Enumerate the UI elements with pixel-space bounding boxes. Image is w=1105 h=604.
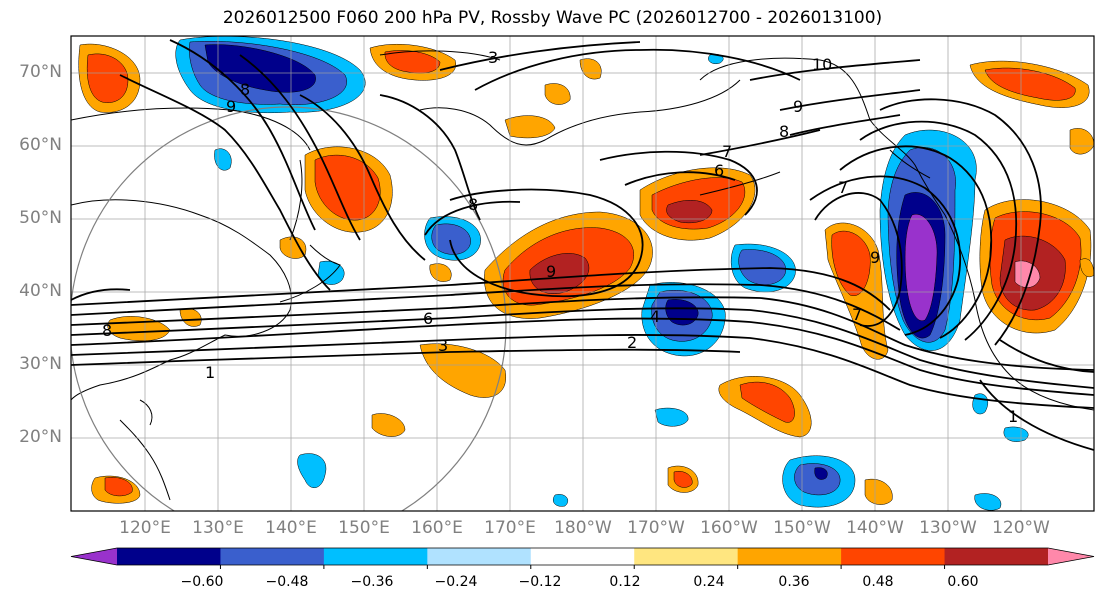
lon-label: 120°E [119,518,171,538]
lon-label: 140°W [846,518,904,538]
map-plot-area: 3 10 9 8 9 9 7 6 7 8 9 8 6 4 2 3 1 8 7 1 [71,36,1094,511]
contour-label: 9 [870,248,880,267]
lon-label: 120°W [992,518,1050,538]
map-frame [70,35,1095,512]
lon-label: 180°W [554,518,612,538]
colorbar-segment [530,548,635,565]
lat-label: 60°N [19,135,62,155]
lon-label: 150°W [773,518,831,538]
lon-label: 160°W [700,518,758,538]
contour-label: 9 [546,262,556,281]
contour-label: 8 [240,80,250,99]
contour-label: 7 [838,178,848,197]
colorbar-segment [220,548,325,565]
lat-label: 50°N [19,208,62,228]
lon-label: 150°E [338,518,390,538]
colorbar [70,547,1095,569]
colorbar-segment [117,548,221,565]
colorbar-tick-label: 0.24 [693,574,725,590]
colorbar-tick-label: 0.48 [862,574,894,590]
contour-label: 3 [438,336,448,355]
contour-label: 8 [468,195,478,214]
colorbar-segment [841,548,946,565]
lon-label: 140°E [265,518,317,538]
colorbar-tick-label: −0.12 [518,574,562,590]
contour-label: 1 [205,363,215,382]
contour-label: 2 [627,333,637,352]
colorbar-tick-label: −0.60 [180,574,224,590]
lat-label: 40°N [19,281,62,301]
lon-label: 130°E [192,518,244,538]
colorbar-tick-label: −0.36 [350,574,394,590]
contour-label: 9 [226,97,236,116]
contour-labels: 3 10 9 8 9 9 7 6 7 8 9 8 6 4 2 3 1 8 7 1 [102,48,1018,426]
map-title: 2026012500 F060 200 hPa PV, Rossby Wave … [222,8,883,28]
map-gridlines [71,36,1094,511]
colorbar-segment [634,548,739,565]
contour-label: 6 [714,161,724,180]
colorbar-segment [427,548,532,565]
contour-label: 7 [852,305,862,324]
colorbar-segment [737,548,842,565]
contour-label: 7 [722,142,732,161]
colorbar-tick-label: −0.48 [265,574,309,590]
colorbar-outline [70,547,1095,566]
colorbar-segment [944,548,1049,565]
colorbar-segment [323,548,428,565]
contour-label: 6 [423,309,433,328]
lat-label: 70°N [19,62,62,82]
colorbar-tick-label: 0.12 [609,574,641,590]
contour-label: 10 [812,55,832,74]
reference-circle [71,106,507,511]
contour-label: 9 [793,97,803,116]
contour-label: 3 [488,48,498,67]
colorbar-tick-label: −0.24 [434,574,478,590]
lon-label: 170°E [484,518,536,538]
coastlines [71,50,1094,501]
colorbar-extend-low [71,548,117,565]
lon-label: 170°W [627,518,685,538]
lon-label: 160°E [411,518,463,538]
colorbar-extend-high [1048,548,1094,565]
lat-label: 30°N [19,354,62,374]
colorbar-tick-label: 0.36 [778,574,810,590]
contour-label: 1 [1008,407,1018,426]
lat-label: 20°N [19,427,62,447]
contour-label: 8 [779,122,789,141]
pv-contours [71,39,1094,451]
contour-label: 8 [102,321,112,340]
contour-label: 4 [650,307,660,326]
colorbar-tick-label: 0.60 [947,574,979,590]
lon-label: 130°W [919,518,977,538]
